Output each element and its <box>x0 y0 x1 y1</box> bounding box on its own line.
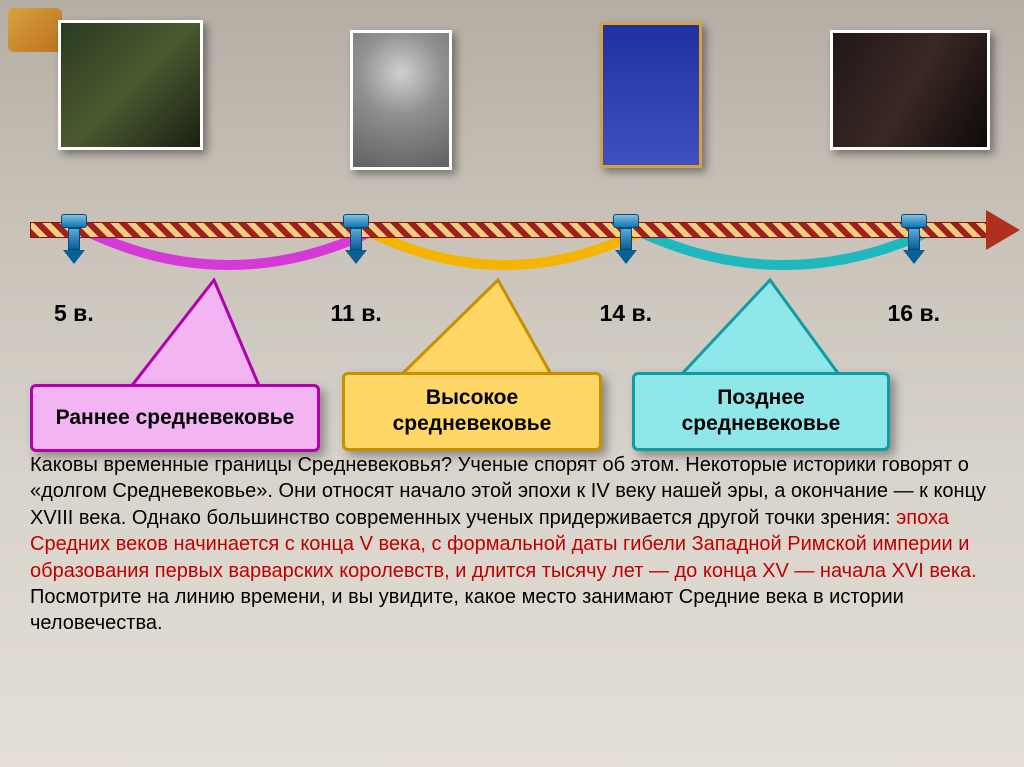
period-label-line1: Позднее <box>649 385 873 411</box>
period-label: Раннее средневековье <box>56 406 295 429</box>
paragraph-span: Посмотрите на линию времени, и вы увидит… <box>30 586 904 634</box>
period-callout <box>130 280 260 388</box>
body-paragraph: Каковы временные границы Средневековья? … <box>30 452 994 637</box>
paragraph-span: Каковы временные границы Средневековья? … <box>30 454 986 529</box>
period-callout <box>680 280 840 376</box>
period-label-line1: Высокое <box>359 385 585 411</box>
period-label-line2: средневековье <box>649 411 873 437</box>
period-label-line2: средневековье <box>359 411 585 437</box>
period-callout <box>400 280 552 376</box>
period-box: Высокоесредневековье <box>342 372 602 451</box>
period-box: Раннее средневековье <box>30 384 320 452</box>
period-box: Позднеесредневековье <box>632 372 890 451</box>
